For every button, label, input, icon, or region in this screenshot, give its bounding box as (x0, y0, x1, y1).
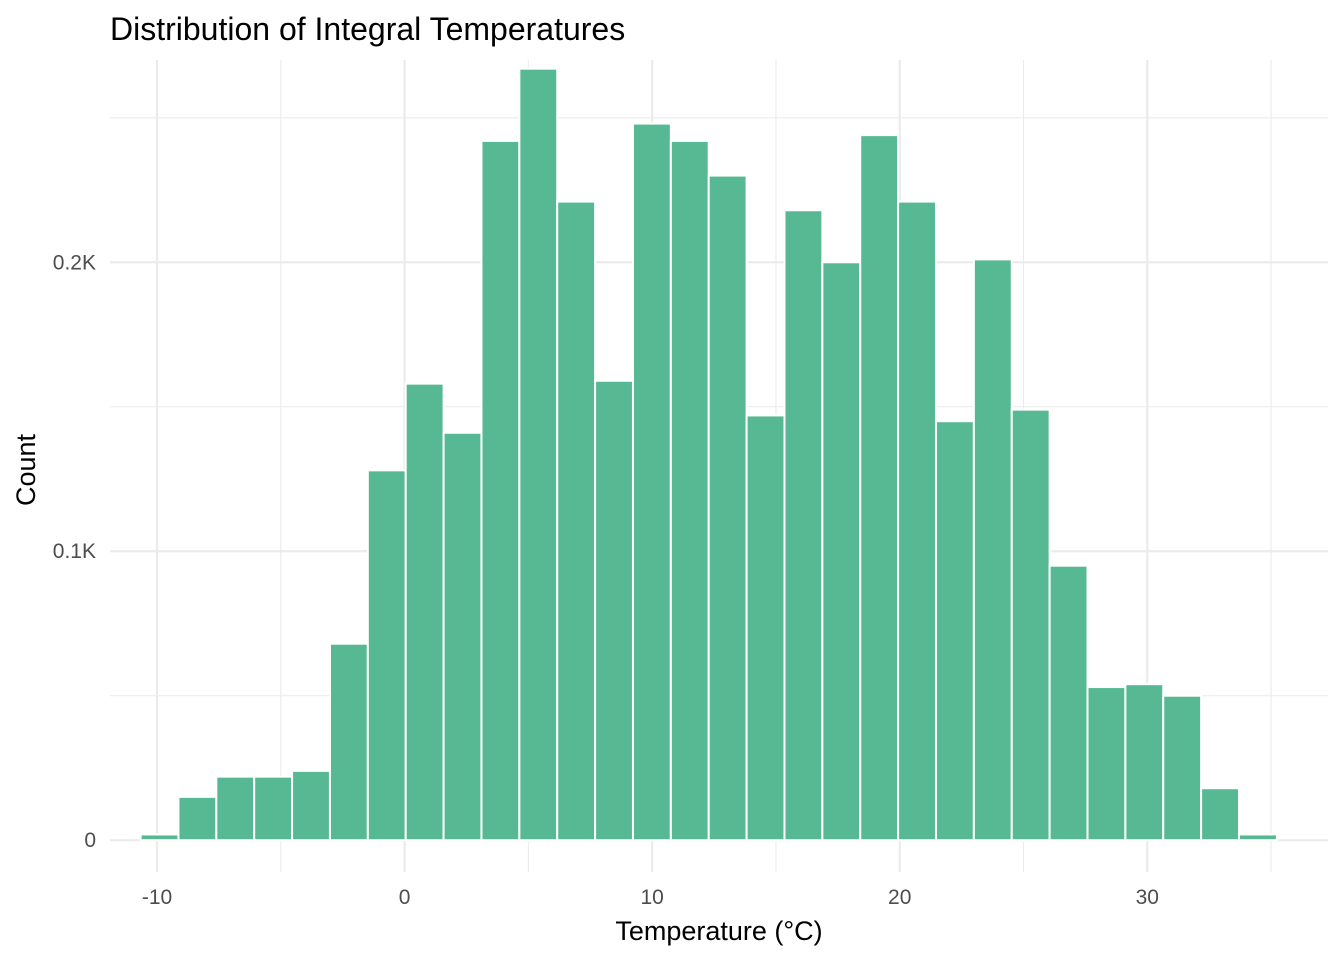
y-tick-labels: 0 0.1K 0.2K (53, 251, 96, 852)
histogram-bar (1124, 683, 1165, 842)
histogram-bar (631, 122, 672, 842)
histogram-bar (442, 431, 483, 842)
histogram-bar (783, 209, 824, 842)
histogram-bar (518, 67, 559, 842)
x-tick-label: 20 (888, 886, 911, 909)
histogram-bar (972, 258, 1013, 842)
bars (139, 67, 1278, 842)
histogram-bar (1048, 564, 1089, 842)
histogram-bar (215, 775, 256, 842)
histogram-bar (821, 261, 862, 842)
histogram-bar (291, 769, 331, 842)
histogram-bar (745, 414, 786, 842)
histogram-bar (253, 775, 294, 842)
y-tick-label: 0.1K (53, 540, 96, 563)
y-tick-label: 0 (84, 829, 96, 852)
chart-title: Distribution of Integral Temperatures (110, 11, 625, 47)
x-tick-label: 10 (640, 886, 663, 909)
histogram-bar (859, 134, 900, 842)
histogram-bar (1200, 787, 1241, 842)
histogram-bar (480, 139, 521, 842)
histogram-bar (366, 469, 407, 842)
histogram-bar (1010, 408, 1051, 842)
y-tick-label: 0.2K (53, 251, 96, 274)
histogram-bar (404, 382, 445, 842)
x-axis-title: Temperature (°C) (615, 916, 822, 946)
x-tick-label: 0 (399, 886, 411, 909)
histogram-bar (1238, 833, 1278, 842)
histogram-bar (177, 795, 218, 842)
histogram-bar (556, 200, 597, 842)
y-axis-title: Count (11, 433, 41, 506)
histogram-bar (139, 833, 180, 842)
histogram-bar (328, 642, 369, 842)
x-tick-labels: -10 0 10 20 30 (142, 886, 1159, 909)
histogram-bar (897, 200, 937, 842)
histogram-bar (707, 174, 748, 842)
histogram-bar (669, 139, 710, 842)
histogram-bar (594, 379, 634, 842)
histogram-bar (1162, 694, 1203, 842)
x-tick-label: 30 (1136, 886, 1159, 909)
histogram-bar (1086, 686, 1127, 842)
histogram-bar (934, 420, 975, 842)
x-tick-label: -10 (142, 886, 172, 909)
